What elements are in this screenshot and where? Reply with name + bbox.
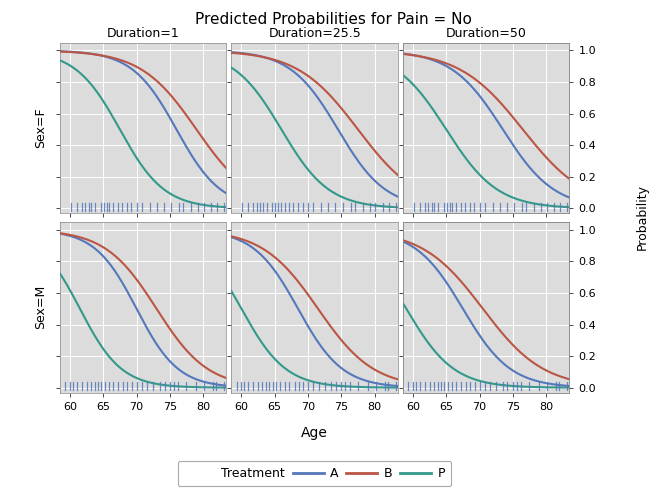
Title: Duration=25.5: Duration=25.5	[268, 27, 361, 40]
Y-axis label: Sex=F: Sex=F	[34, 108, 47, 148]
Legend: Treatment, A, B, P: Treatment, A, B, P	[178, 461, 451, 486]
Text: Predicted Probabilities for Pain = No: Predicted Probabilities for Pain = No	[194, 12, 472, 28]
Text: Age: Age	[301, 426, 328, 440]
Y-axis label: Sex=M: Sex=M	[34, 285, 47, 330]
Text: Probability: Probability	[636, 184, 649, 250]
Title: Duration=50: Duration=50	[446, 27, 527, 40]
Title: Duration=1: Duration=1	[107, 27, 180, 40]
